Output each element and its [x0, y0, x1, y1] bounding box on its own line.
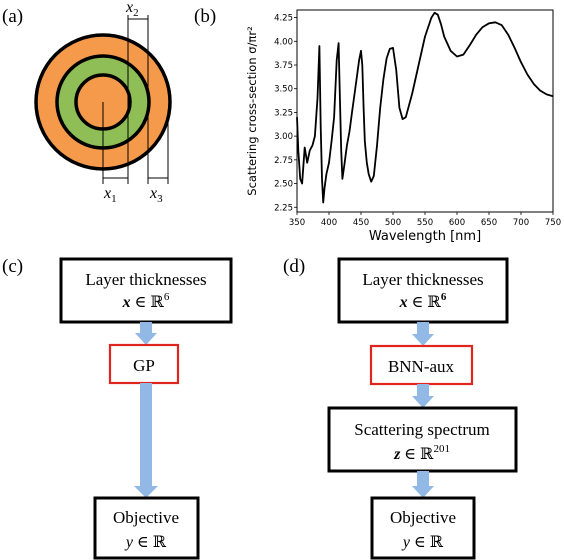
- panel-a-label: (a): [2, 6, 23, 27]
- mid-formula-d: z ∈ ℝ201: [393, 443, 450, 463]
- arrow-c-1: [135, 322, 157, 345]
- y-tick-label: 2.75: [274, 156, 293, 166]
- x-tick-label: 650: [481, 218, 497, 228]
- y-tick-label: 3.50: [274, 85, 293, 95]
- arrow-d-1: [412, 322, 434, 346]
- panel-d: (d) Layer thicknesses x ∈ ℝ6 BNN-aux Sca…: [283, 256, 518, 560]
- x1-label: x1: [103, 185, 117, 205]
- x-tick-label: 400: [321, 218, 337, 228]
- y-axis-label: Scattering cross-section σ/πr²: [245, 26, 259, 195]
- arrow-d-2: [412, 384, 434, 408]
- x-tick-label: 550: [417, 218, 433, 228]
- input-box-c: [59, 257, 233, 324]
- panel-c-label: (c): [2, 256, 23, 277]
- y-tick-label: 3.25: [274, 108, 293, 118]
- output-box-d: [370, 496, 476, 560]
- input-title-d: Layer thicknesses: [362, 270, 483, 289]
- y-ticks: 2.25 2.50 2.75 3.00 3.25 3.50 3.75 4.00 4.25: [274, 14, 297, 213]
- output-formula-c: y ∈ ℝ: [124, 534, 167, 551]
- model-label-bnn-aux: BNN-aux: [388, 357, 455, 376]
- input-formula-d: x ∈ ℝ6: [399, 291, 447, 311]
- y-tick-label: 2.25: [274, 203, 293, 213]
- output-title-c: Objective: [113, 508, 179, 527]
- x2-label: x2: [125, 0, 139, 19]
- panel-d-label: (d): [283, 256, 305, 277]
- x-tick-label: 500: [385, 218, 401, 228]
- x-tick-label: 600: [449, 218, 465, 228]
- x-axis-label: Wavelength [nm]: [369, 229, 481, 244]
- panel-a: (a) x2 x1 x3: [2, 0, 172, 205]
- x-ticks: 350 400 450 500 550 600 650 700 750: [289, 212, 561, 228]
- x-tick-label: 750: [545, 218, 561, 228]
- model-box-gp: [108, 343, 180, 385]
- input-formula-c: x ∈ ℝ6: [122, 291, 170, 311]
- x3-label: x3: [149, 185, 163, 205]
- y-tick-label: 4.00: [274, 37, 293, 47]
- input-box-d: [337, 257, 509, 324]
- output-box-c: [93, 496, 200, 560]
- spectrum-line: [296, 11, 554, 204]
- arrow-c-2: [134, 383, 158, 498]
- input-title-c: Layer thicknesses: [85, 270, 206, 289]
- x-tick-label: 450: [353, 218, 369, 228]
- panel-c: (c) Layer thicknesses x ∈ ℝ6 GP Objectiv…: [2, 256, 233, 560]
- y-tick-label: 3.00: [274, 132, 293, 142]
- panel-b: (b) Scattering cross-section σ/πr² Wavel…: [194, 6, 561, 244]
- panel-b-label: (b): [194, 6, 216, 27]
- model-box-bnn-aux: [369, 344, 474, 386]
- y-tick-label: 3.75: [274, 61, 293, 71]
- output-title-d: Objective: [390, 508, 456, 527]
- x-tick-label: 700: [513, 218, 529, 228]
- y-tick-label: 4.25: [274, 14, 293, 24]
- y-tick-label: 2.50: [274, 180, 293, 190]
- arrow-d-3: [412, 471, 434, 498]
- x-tick-label: 350: [289, 218, 305, 228]
- output-formula-d: y ∈ ℝ: [401, 534, 444, 551]
- model-label-gp: GP: [133, 356, 155, 375]
- mid-title-d: Scattering spectrum: [354, 420, 490, 439]
- mid-box-d: [327, 406, 518, 473]
